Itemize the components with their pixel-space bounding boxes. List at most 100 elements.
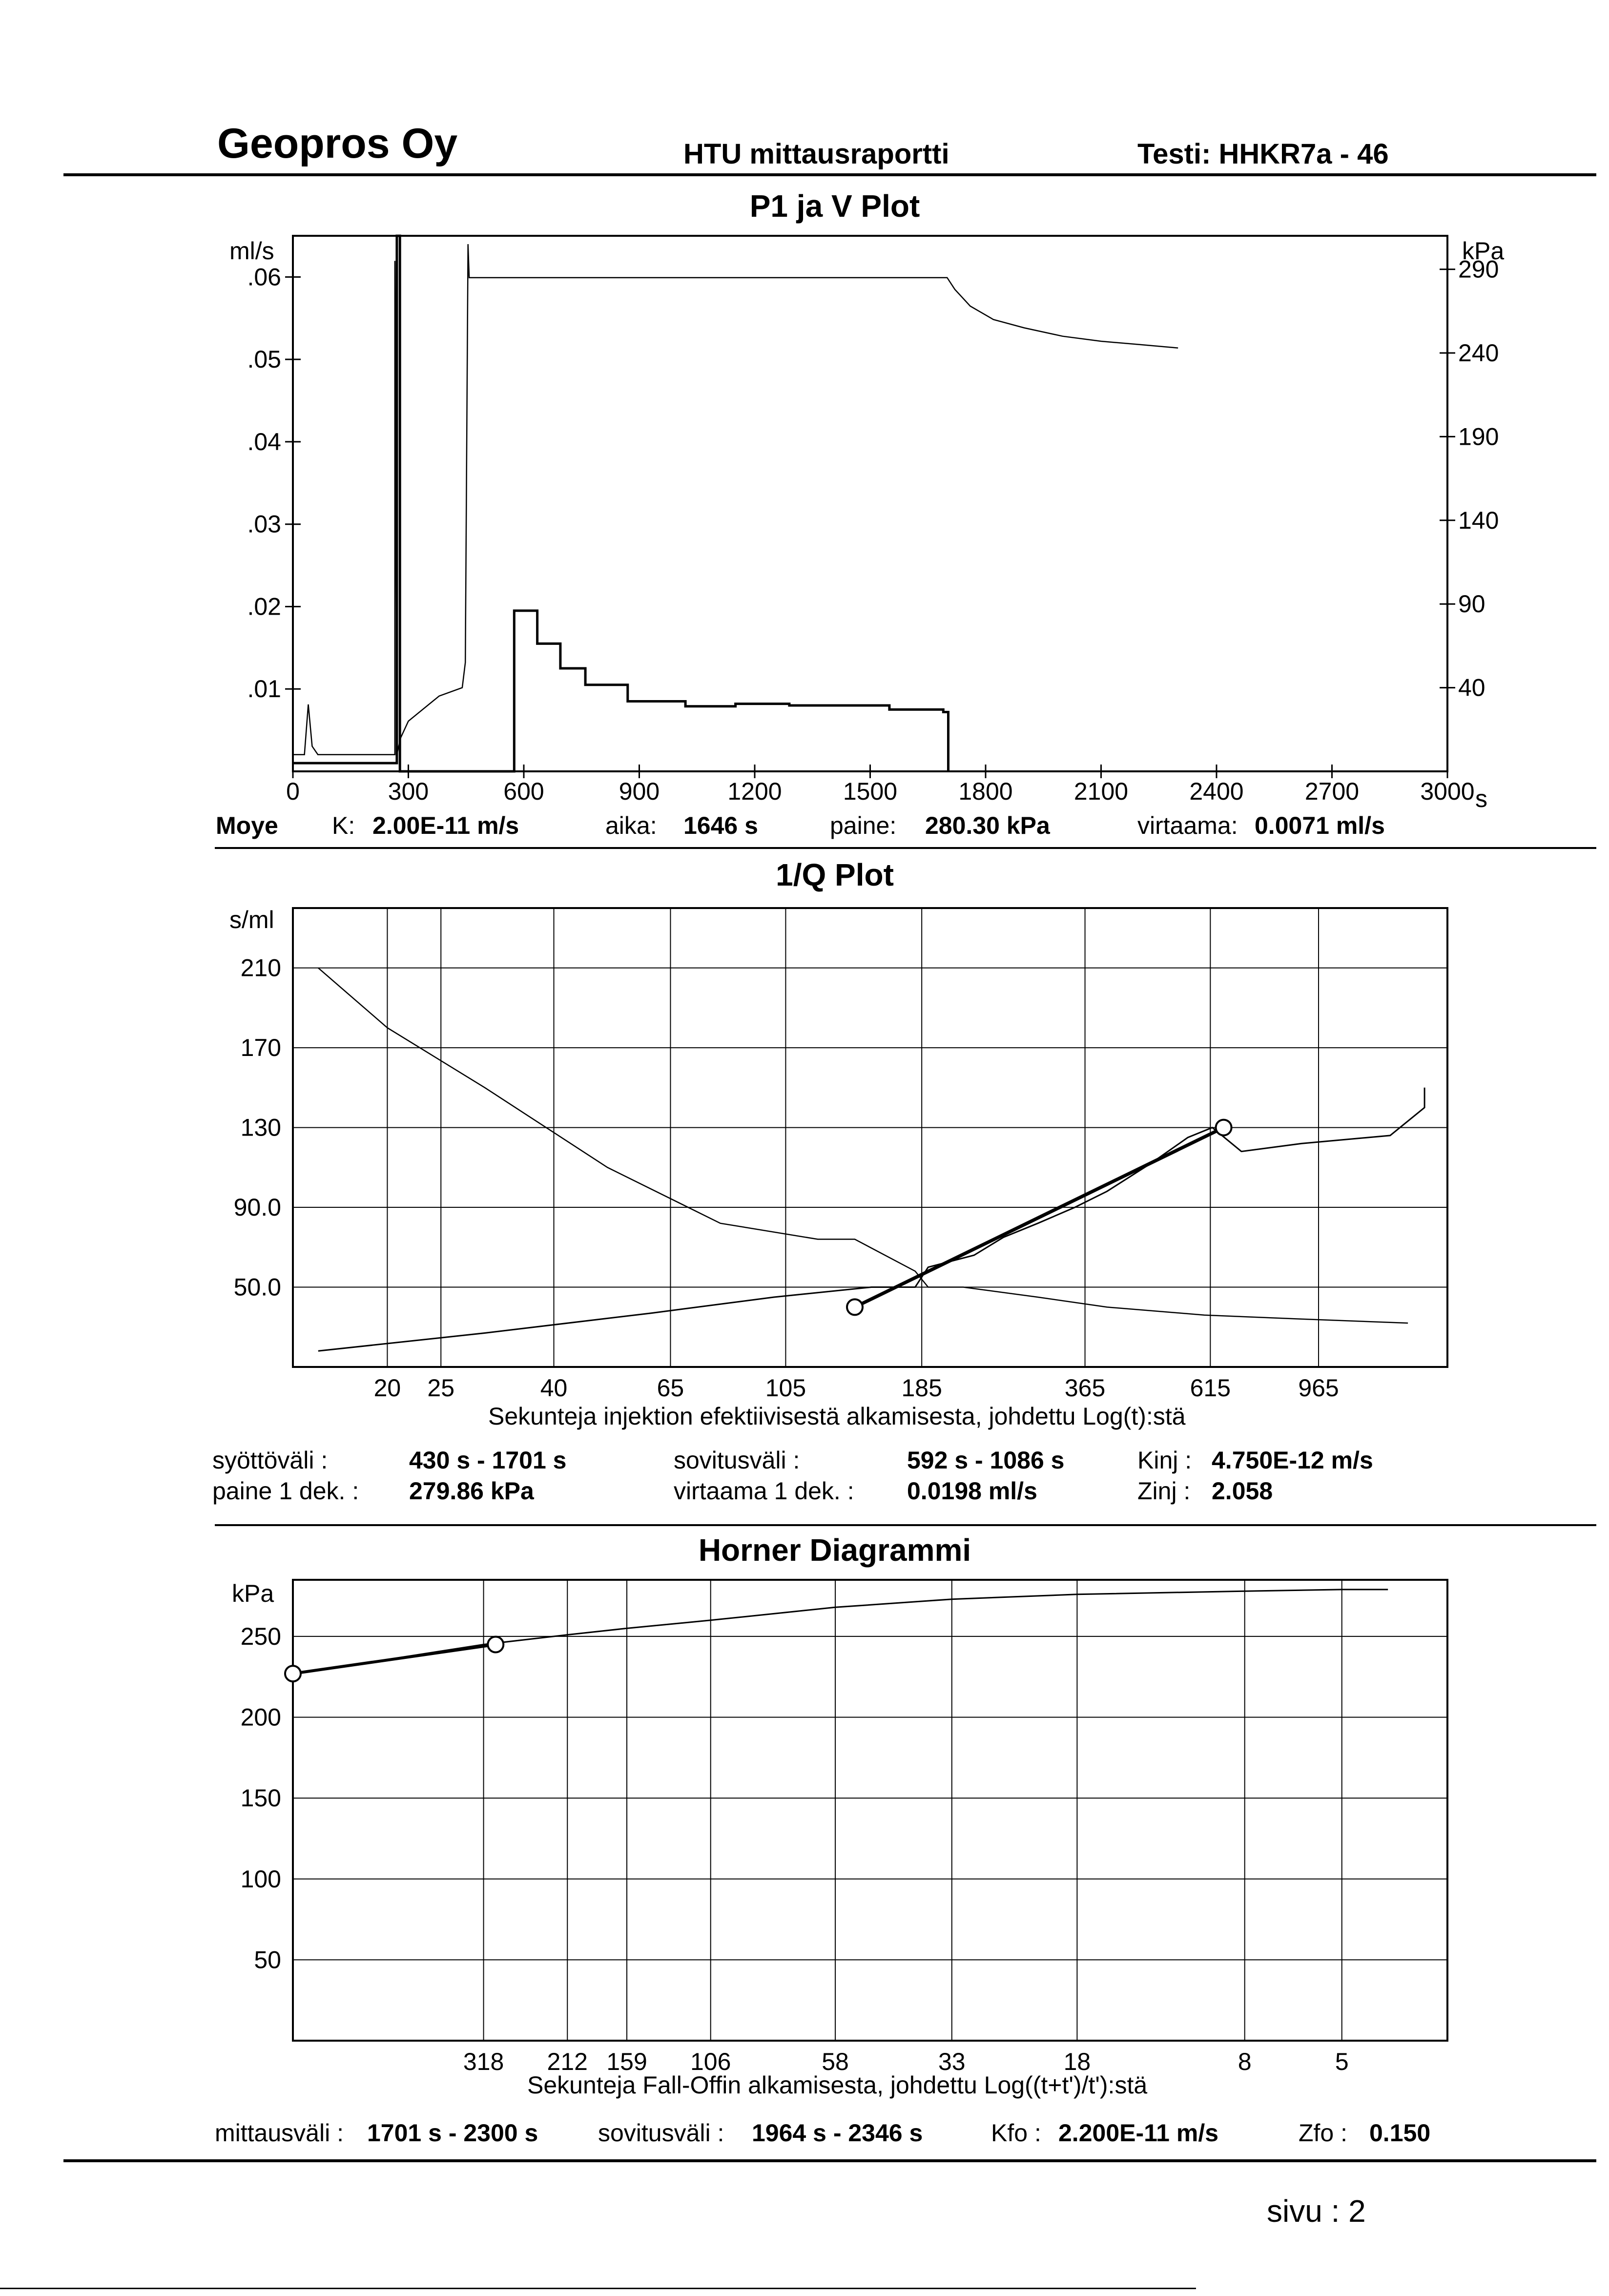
plot3-mittaus-label: mittausväli : <box>215 2119 344 2147</box>
plot2-x-tick-label: 185 <box>901 1374 942 1402</box>
plot2-ylabel: s/ml <box>229 906 274 933</box>
plot2-x-tick-label: 615 <box>1190 1374 1231 1402</box>
header-rule <box>63 173 1596 176</box>
plot2-paine-value: 279.86 kPa <box>409 1477 534 1505</box>
plot1-title: P1 ja V Plot <box>749 188 920 224</box>
page-edge-line <box>0 2288 1196 2289</box>
plot3-y-tick-label: 100 <box>241 1865 281 1893</box>
plot3-xlabel: Sekunteja Fall-Offin alkamisesta, johdet… <box>527 2071 1148 2099</box>
plot1-x-tick-label: 900 <box>619 778 660 805</box>
plot3-pressure-line <box>292 1589 1388 1675</box>
plot1-y-left-tick-label: .02 <box>247 593 281 620</box>
plot1-paine-label: paine: <box>830 812 897 839</box>
plot3-y-tick-label: 200 <box>241 1704 281 1731</box>
plot2-virtaama-value: 0.0198 ml/s <box>907 1477 1037 1505</box>
plot3-x-tick-label: 5 <box>1335 2048 1349 2075</box>
plot1-y-right-tick-label: 40 <box>1458 674 1485 702</box>
plot1-x-tick-label: 300 <box>388 778 429 805</box>
plot1-y-left-tick-label: .04 <box>247 428 281 455</box>
plot3-x-tick-label: 212 <box>547 2048 588 2075</box>
plot2-syotto-label: syöttöväli : <box>212 1447 328 1474</box>
plot2-y-tick-label: 210 <box>241 954 281 982</box>
section-rule-2 <box>215 1524 1596 1526</box>
plot1-y-right-tick-label: 90 <box>1458 590 1485 618</box>
plot2-x-tick-label: 20 <box>374 1374 401 1402</box>
plot1-virtaama-label: virtaama: <box>1137 812 1238 839</box>
plot3-fit-line <box>292 1643 496 1675</box>
plot2-title: 1/Q Plot <box>776 857 894 892</box>
plot1-y-left-tick-label: .03 <box>247 511 281 538</box>
plot1-ylabel-right: kPa <box>1462 237 1505 265</box>
plot1-k-label: K: <box>332 812 355 839</box>
plot2-frame <box>292 907 1448 1368</box>
plot3-ylabel: kPa <box>232 1580 274 1607</box>
plot1-x-tick-label: 1500 <box>843 778 897 805</box>
plot1-virtaama-value: 0.0071 ml/s <box>1255 812 1385 839</box>
plot2-x-tick-label: 40 <box>540 1374 568 1402</box>
plot3-sovitus-label: sovitusväli : <box>598 2119 724 2147</box>
plot1-y-left-tick-label: .01 <box>247 675 281 703</box>
plot2-sovitus-value: 592 s - 1086 s <box>907 1447 1065 1474</box>
plot2-decreasing-line <box>317 967 1408 1324</box>
company-name: Geopros Oy <box>217 120 458 167</box>
plot2-y-tick-label: 170 <box>241 1034 281 1061</box>
plot1-y-left-tick-label: .06 <box>247 263 281 290</box>
plot1-ylabel-left: ml/s <box>229 237 274 265</box>
plot2-x-tick-label: 65 <box>657 1374 684 1402</box>
plot1-y-right-tick-label: 290 <box>1458 256 1499 283</box>
plot2-x-tick-label: 105 <box>765 1374 806 1402</box>
plot1-x-tick-label: 0 <box>286 778 300 805</box>
plot1-x-tick-label: 3000 <box>1420 778 1474 805</box>
plot3-fit-marker <box>487 1635 505 1654</box>
plot3-kfo-value: 2.200E-11 m/s <box>1058 2119 1219 2147</box>
plot1-aika-label: aika: <box>605 812 657 839</box>
plot2-x-tick-label: 25 <box>427 1374 454 1402</box>
plot3-y-tick-label: 250 <box>241 1623 281 1650</box>
plot1-paine-value: 280.30 kPa <box>925 812 1050 839</box>
plot1-method: Moye <box>216 812 278 839</box>
report-title: HTU mittausraportti <box>683 138 949 170</box>
plot2-y-tick-label: 130 <box>241 1114 281 1141</box>
plot3-zfo-value: 0.150 <box>1369 2119 1431 2147</box>
plot2-zinj-value: 2.058 <box>1212 1477 1273 1505</box>
plot1-x-tick-label: 1200 <box>727 778 782 805</box>
plot3-kfo-label: Kfo : <box>991 2119 1041 2147</box>
plot1-y-right-tick-label: 190 <box>1458 423 1499 450</box>
plot2-x-tick-label: 965 <box>1298 1374 1339 1402</box>
plot1-y-right-tick-label: 140 <box>1458 507 1499 534</box>
plot1-flow-line <box>293 234 949 773</box>
plot1-x-tick-label: 2400 <box>1189 778 1243 805</box>
plot2-syotto-value: 430 s - 1701 s <box>409 1447 567 1474</box>
plot1-x-tick-label: 2700 <box>1305 778 1359 805</box>
plot2-x-tick-label: 365 <box>1065 1374 1105 1402</box>
plot3-y-tick-label: 50 <box>254 1946 281 1973</box>
plot3-title: Horner Diagrammi <box>698 1532 971 1568</box>
plot3-x-tick-label: 18 <box>1064 2048 1091 2075</box>
plot2-xlabel: Sekunteja injektion efektiivisestä alkam… <box>488 1403 1186 1430</box>
plot3-x-tick-label: 8 <box>1238 2048 1252 2075</box>
plot3-x-tick-label: 58 <box>822 2048 849 2075</box>
bottom-rule <box>63 2159 1596 2162</box>
plot2-paine-label: paine 1 dek. : <box>212 1477 359 1505</box>
plot3-fit-marker <box>284 1665 302 1683</box>
plot3-x-tick-label: 159 <box>606 2048 647 2075</box>
plot1-y-right-tick-label: 240 <box>1458 339 1499 367</box>
plot2-kinj-label: Kinj : <box>1137 1447 1192 1474</box>
plot2-fit-line <box>854 1126 1225 1309</box>
plot2-fit-marker <box>846 1298 864 1316</box>
plot3-sovitus-value: 1964 s - 2346 s <box>752 2119 923 2147</box>
plot2-sovitus-label: sovitusväli : <box>674 1447 800 1474</box>
section-rule-1 <box>215 847 1596 849</box>
page-number: sivu : 2 <box>1267 2193 1366 2229</box>
plot1-x-unit: s <box>1475 785 1487 812</box>
plot2-fit-marker <box>1215 1118 1233 1137</box>
plot3-zfo-label: Zfo : <box>1299 2119 1348 2147</box>
plot3-y-tick-label: 150 <box>241 1784 281 1812</box>
plot2-virtaama-label: virtaama 1 dek. : <box>674 1477 854 1505</box>
plot2-zinj-label: Zinj : <box>1137 1477 1191 1505</box>
plot1-x-tick-label: 1800 <box>958 778 1012 805</box>
plot1-y-left-tick-label: .05 <box>247 346 281 373</box>
plot1-k-value: 2.00E-11 m/s <box>372 812 519 839</box>
plot1-x-tick-label: 2100 <box>1074 778 1128 805</box>
